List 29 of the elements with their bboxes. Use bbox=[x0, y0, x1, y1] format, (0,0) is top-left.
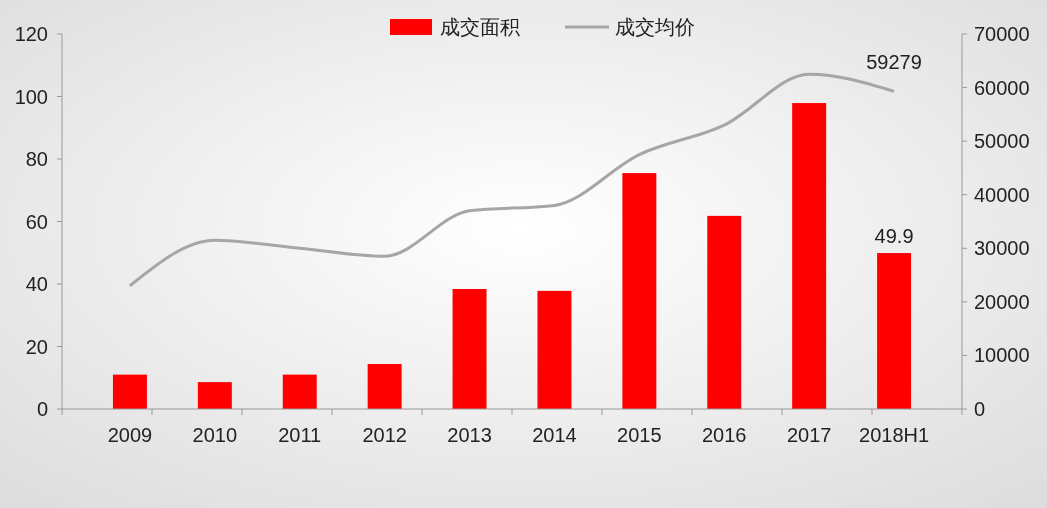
y2-tick-label: 10000 bbox=[974, 344, 1030, 367]
y2-tick-label: 60000 bbox=[974, 76, 1030, 99]
y-tick-label: 0 bbox=[36, 398, 48, 420]
y2-tick-label: 30000 bbox=[974, 237, 1030, 260]
x-tick-label: 2009 bbox=[107, 424, 153, 446]
y2-tick-label: 20000 bbox=[974, 290, 1030, 313]
data-label: 49.9 bbox=[874, 225, 914, 248]
legend-label: 成交均价 bbox=[615, 16, 695, 38]
y2-tick-label: 70000 bbox=[974, 23, 1030, 45]
y2-tick-label: 50000 bbox=[974, 130, 1030, 153]
y-tick-label: 60 bbox=[25, 210, 48, 233]
x-tick-label: 2012 bbox=[362, 424, 407, 446]
y-tick-label: 100 bbox=[14, 85, 48, 108]
y2-tick-label: 40000 bbox=[974, 183, 1030, 206]
x-tick-label: 2014 bbox=[532, 424, 577, 446]
y2-tick-label: 0 bbox=[974, 398, 986, 420]
x-tick-label: 2017 bbox=[786, 424, 832, 446]
y-tick-label: 120 bbox=[14, 23, 48, 45]
y-tick-label: 80 bbox=[25, 148, 48, 170]
x-tick-label: 2018H1 bbox=[859, 424, 930, 446]
x-tick-label: 2016 bbox=[702, 424, 747, 446]
legend-label: 成交面积 bbox=[440, 16, 520, 38]
data-label: 59279 bbox=[866, 51, 922, 74]
x-tick-label: 2015 bbox=[617, 424, 662, 446]
y-tick-label: 40 bbox=[25, 273, 48, 295]
x-tick-label: 2010 bbox=[192, 424, 238, 446]
x-tick-label: 2011 bbox=[278, 424, 322, 446]
y-tick-label: 20 bbox=[25, 335, 48, 358]
x-tick-label: 2013 bbox=[447, 424, 492, 446]
